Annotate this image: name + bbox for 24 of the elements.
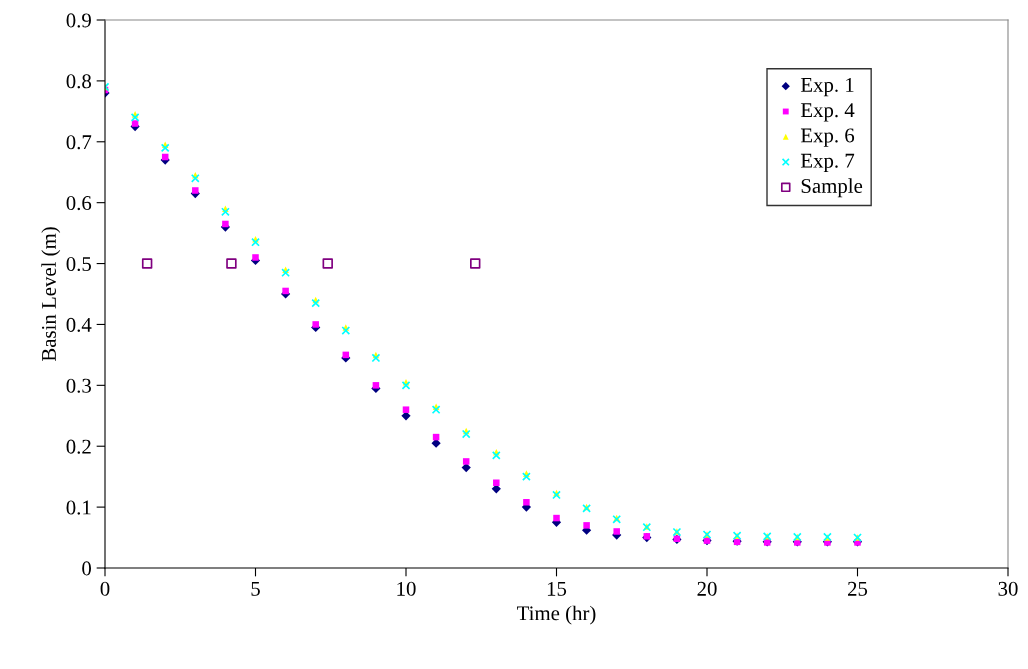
y-tick-label: 0.7	[66, 135, 92, 150]
x-tick-label: 5	[251, 582, 260, 596]
y-axis-title: Basin Level (m)	[41, 227, 61, 362]
x-tick-label: 10	[397, 581, 416, 596]
x-axis-title: Time (hr)	[517, 605, 596, 625]
x-tick-label: 0	[100, 581, 110, 596]
x-tick-label: 25	[848, 581, 868, 596]
y-tick-label: 0	[82, 561, 92, 576]
x-tick-label: 30	[998, 581, 1018, 596]
y-tick-label: 0.9	[66, 13, 91, 28]
x-tick-label: 20	[697, 581, 717, 596]
y-tick-label: 0.1	[66, 500, 91, 515]
y-tick-label: 0.3	[66, 378, 91, 393]
legend-label: Exp. 7	[800, 153, 855, 172]
y-tick-label: 0.5	[66, 256, 91, 272]
y-tick-label: 0.6	[66, 196, 92, 211]
legend-label: Exp. 4	[800, 103, 855, 122]
y-tick-label: 0.8	[66, 74, 92, 89]
legend-label: Exp. 1	[800, 77, 854, 97]
legend-label: Sample	[801, 178, 863, 198]
y-tick-label: 0.2	[66, 439, 91, 454]
x-tick-label: 15	[547, 581, 567, 596]
y-tick-label: 0.4	[66, 317, 92, 332]
legend-label: Exp. 6	[800, 128, 855, 147]
